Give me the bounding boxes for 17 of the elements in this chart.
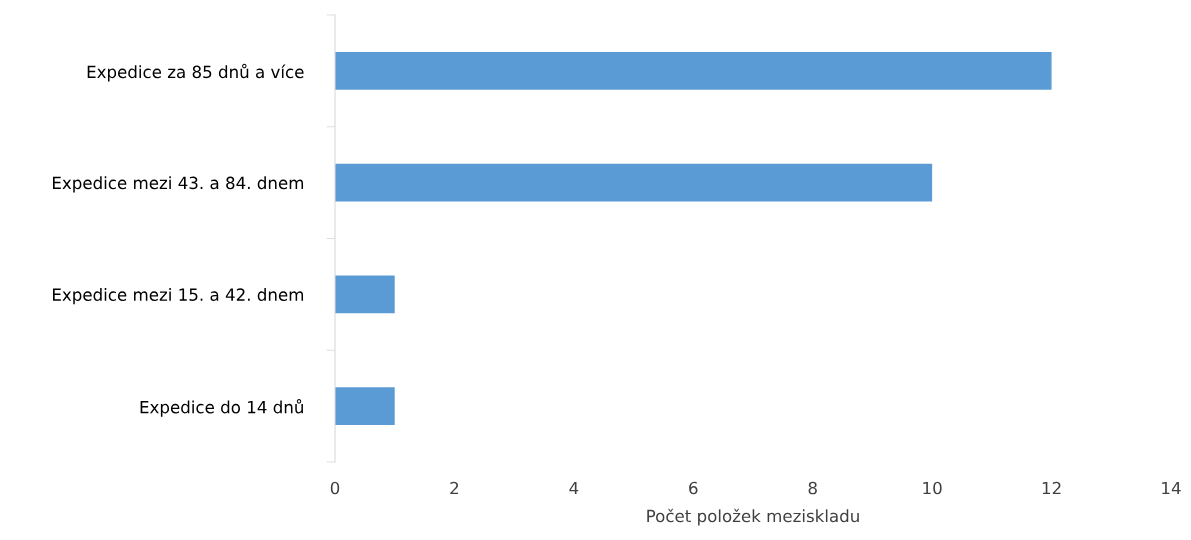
bar (335, 387, 395, 426)
x-tick-label: 10 (923, 481, 942, 495)
x-tick-label: 14 (1162, 481, 1181, 495)
y-tick-label: Expedice mezi 43. a 84. dnem (53, 176, 304, 193)
x-tick-label: 0 (330, 481, 340, 495)
bar (335, 51, 1052, 90)
y-tick-label: Expedice mezi 15. a 42. dnem (53, 288, 304, 305)
x-tick-label: 12 (1042, 481, 1061, 495)
y-tick-label: Expedice za 85 dnů a více (87, 63, 304, 82)
bar (335, 275, 395, 314)
x-tick-label: 2 (450, 481, 459, 495)
y-tick-label: Expedice do 14 dnů (140, 399, 303, 417)
bar (335, 163, 933, 202)
x-tick-label: 4 (569, 481, 579, 495)
x-tick-label: 6 (689, 481, 698, 495)
x-tick-label: 8 (808, 481, 817, 495)
x-axis-title: Počet položek meziskladu (647, 508, 859, 526)
